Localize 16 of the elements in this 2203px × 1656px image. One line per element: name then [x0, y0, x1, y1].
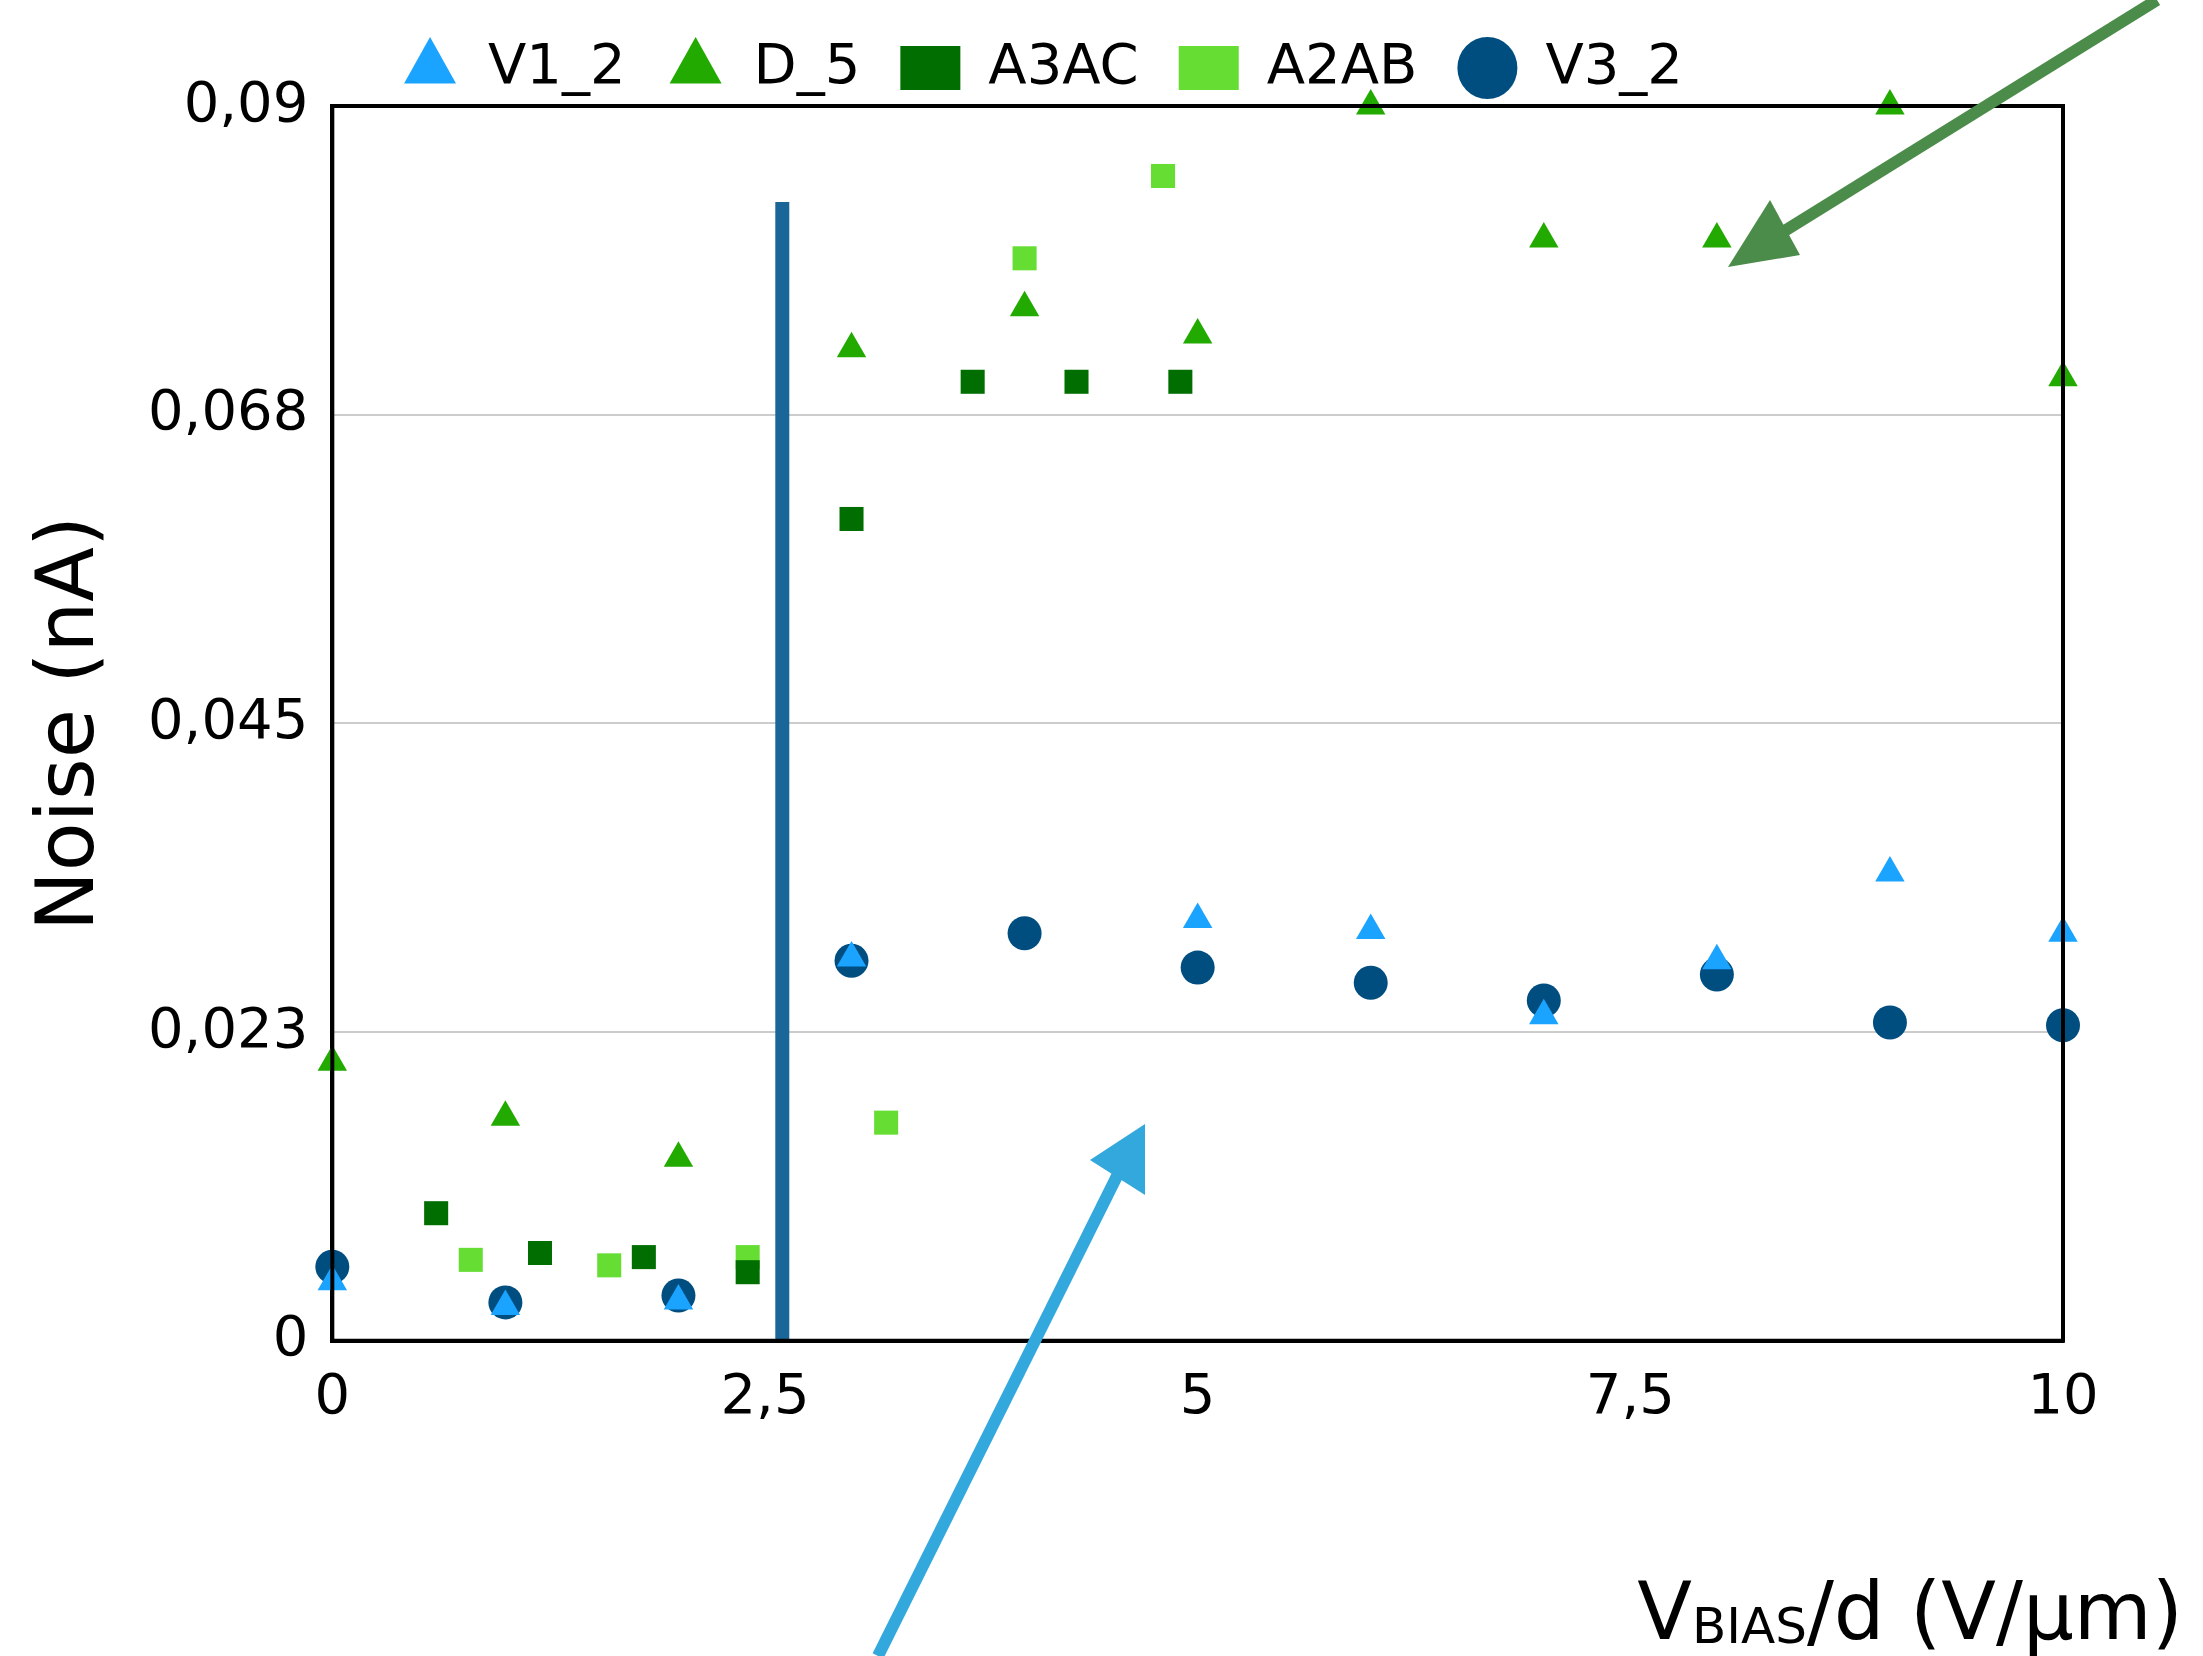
- y-axis-title: Noise (nA): [18, 515, 112, 931]
- x-tick-label: 10: [2027, 1360, 2099, 1426]
- legend-label: A3AC: [988, 30, 1139, 96]
- y-tick-label: 0,023: [147, 994, 309, 1060]
- legend-label: D_5: [753, 30, 861, 96]
- legend-label: V3_2: [1545, 30, 1683, 96]
- x-tick-label: 2,5: [720, 1360, 810, 1426]
- y-tick-label: 0: [272, 1303, 309, 1369]
- x-tick-label: 7,5: [1585, 1360, 1675, 1426]
- y-tick-label: 0,09: [183, 68, 309, 134]
- y-tick-label: 0,068: [147, 377, 309, 443]
- y-tick-label: 0,045: [147, 685, 309, 751]
- legend-label: V1_2: [488, 30, 626, 96]
- x-tick-label: 5: [1179, 1360, 1216, 1426]
- legend-label: A2AB: [1266, 30, 1418, 96]
- x-tick-label: 0: [314, 1360, 351, 1426]
